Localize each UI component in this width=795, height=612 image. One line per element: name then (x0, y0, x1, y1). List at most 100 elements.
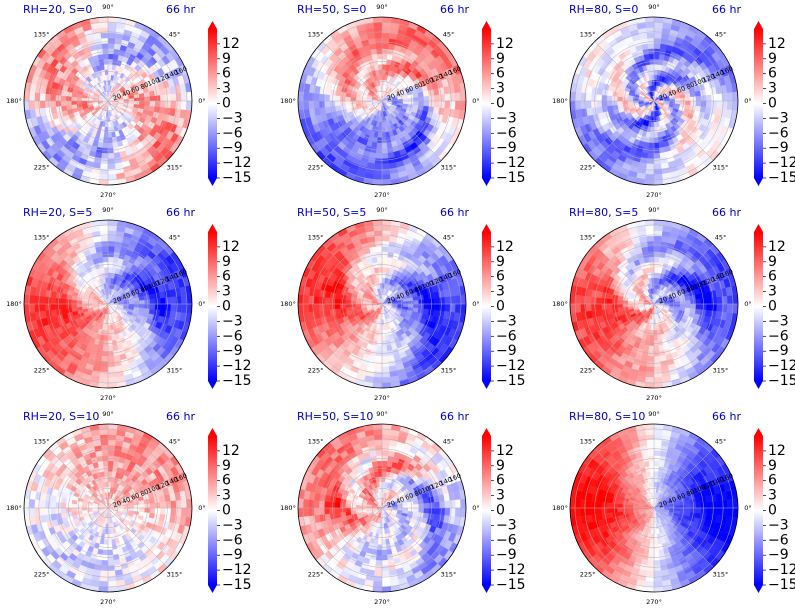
field-cell (350, 97, 357, 102)
field-cell (374, 361, 383, 368)
field-cell (386, 53, 393, 61)
field-cell (148, 105, 156, 112)
field-cell (716, 100, 723, 109)
field-cell (375, 350, 383, 357)
field-cell (107, 267, 113, 273)
field-cell (373, 173, 383, 180)
field-cell (653, 69, 658, 76)
field-cell (303, 92, 310, 102)
field-cell (107, 79, 111, 86)
colorbar-extend-min (482, 178, 491, 186)
angle-tick-label: 180° (6, 97, 22, 105)
field-cell (100, 37, 109, 44)
field-cell (706, 100, 712, 108)
field-cell (632, 98, 639, 102)
field-cell (402, 100, 409, 105)
colorbar-tick-label: 12 (496, 239, 514, 255)
field-cell (646, 163, 655, 170)
field-cell (44, 93, 51, 102)
field-cell (107, 64, 113, 70)
colorbar-gradient (208, 232, 217, 381)
field-cell (107, 251, 115, 258)
field-cell (100, 163, 109, 170)
field-cell (381, 163, 390, 170)
angle-tick-label: 225° (34, 366, 50, 374)
colorbar-extend-min (754, 178, 763, 186)
field-cell (101, 147, 109, 154)
field-cell (375, 356, 383, 362)
field-cell (104, 324, 109, 331)
field-cell (653, 142, 660, 149)
polar-panel: 204060801001201401600°45°90°135°180°225°… (280, 206, 480, 402)
field-cell (423, 303, 430, 310)
colorbar-extend-min (208, 381, 217, 389)
polar-panel: 204060801001201401600°45°90°135°180°225°… (280, 3, 480, 199)
field-cell (76, 300, 83, 305)
field-cell (695, 100, 702, 107)
field-cell (107, 350, 115, 357)
colorbar-extend-max (754, 21, 763, 29)
angle-tick-label: 135° (34, 31, 50, 39)
colorbar-tick-label: −9 (496, 140, 517, 156)
angle-tick-label: 315° (167, 163, 183, 171)
colorbar-tick-label: 3 (222, 81, 231, 97)
field-cell (423, 100, 430, 107)
angle-tick-label: 0° (198, 97, 205, 105)
field-cell (648, 53, 655, 60)
field-cell (596, 94, 602, 102)
colorbar-tick-label: −15 (768, 170, 795, 186)
field-cell (694, 105, 702, 112)
colorbar-tick-label: 0 (222, 96, 231, 112)
field-cell (596, 100, 602, 108)
field-cell (107, 142, 114, 149)
colorbar-extend-max (482, 21, 491, 29)
angle-tick-label: 315° (441, 163, 457, 171)
colorbar-tick-label: 6 (496, 269, 505, 285)
field-cell (107, 272, 112, 279)
angle-tick-label: 270° (646, 191, 662, 199)
field-cell (123, 303, 130, 307)
field-cell (86, 98, 93, 102)
field-cell (105, 116, 109, 123)
colorbar-tick-label: −9 (222, 343, 243, 359)
field-cell (575, 100, 582, 110)
field-cell (585, 93, 592, 102)
field-cell (334, 303, 341, 310)
field-cell (658, 53, 665, 61)
field-cell (374, 240, 383, 247)
colorbar-tick-label: 9 (768, 51, 777, 67)
polar-panel: 204060801001201401600°45°90°135°180°225°… (552, 3, 752, 199)
field-cell (60, 95, 67, 102)
field-cell (133, 303, 140, 308)
field-cell (180, 303, 187, 313)
field-cell (107, 361, 116, 368)
field-cell (651, 116, 655, 123)
field-cell (375, 48, 383, 55)
field-cell (402, 303, 409, 308)
field-cell (651, 319, 655, 326)
field-cell (107, 345, 114, 352)
field-cell (381, 376, 391, 383)
colorbar-tick-label: −12 (496, 155, 526, 171)
radial-tick-label: 20 (112, 92, 123, 103)
field-cell (128, 303, 135, 308)
colorbar-tick-label: −3 (768, 110, 789, 126)
angle-tick-label: 315° (167, 366, 183, 374)
field-cell (100, 366, 109, 373)
field-cell (29, 92, 36, 102)
panel-title: RH=50, S=5 (297, 206, 366, 219)
panel-title: RH=20, S=5 (23, 206, 92, 219)
field-cell (107, 173, 117, 180)
field-cell (103, 132, 109, 138)
field-cell (107, 235, 116, 242)
field-cell (632, 301, 639, 305)
colorbar-tick-label: −3 (496, 110, 517, 126)
colorbar-gradient (482, 232, 491, 381)
angle-tick-label: 315° (713, 163, 729, 171)
field-cell (377, 132, 383, 138)
field-cell (148, 308, 156, 315)
angular-gridline (107, 41, 168, 102)
field-cell (695, 95, 702, 102)
field-cell (334, 298, 341, 305)
polar-panel: 204060801001201401600°45°90°135°180°225°… (6, 206, 206, 402)
